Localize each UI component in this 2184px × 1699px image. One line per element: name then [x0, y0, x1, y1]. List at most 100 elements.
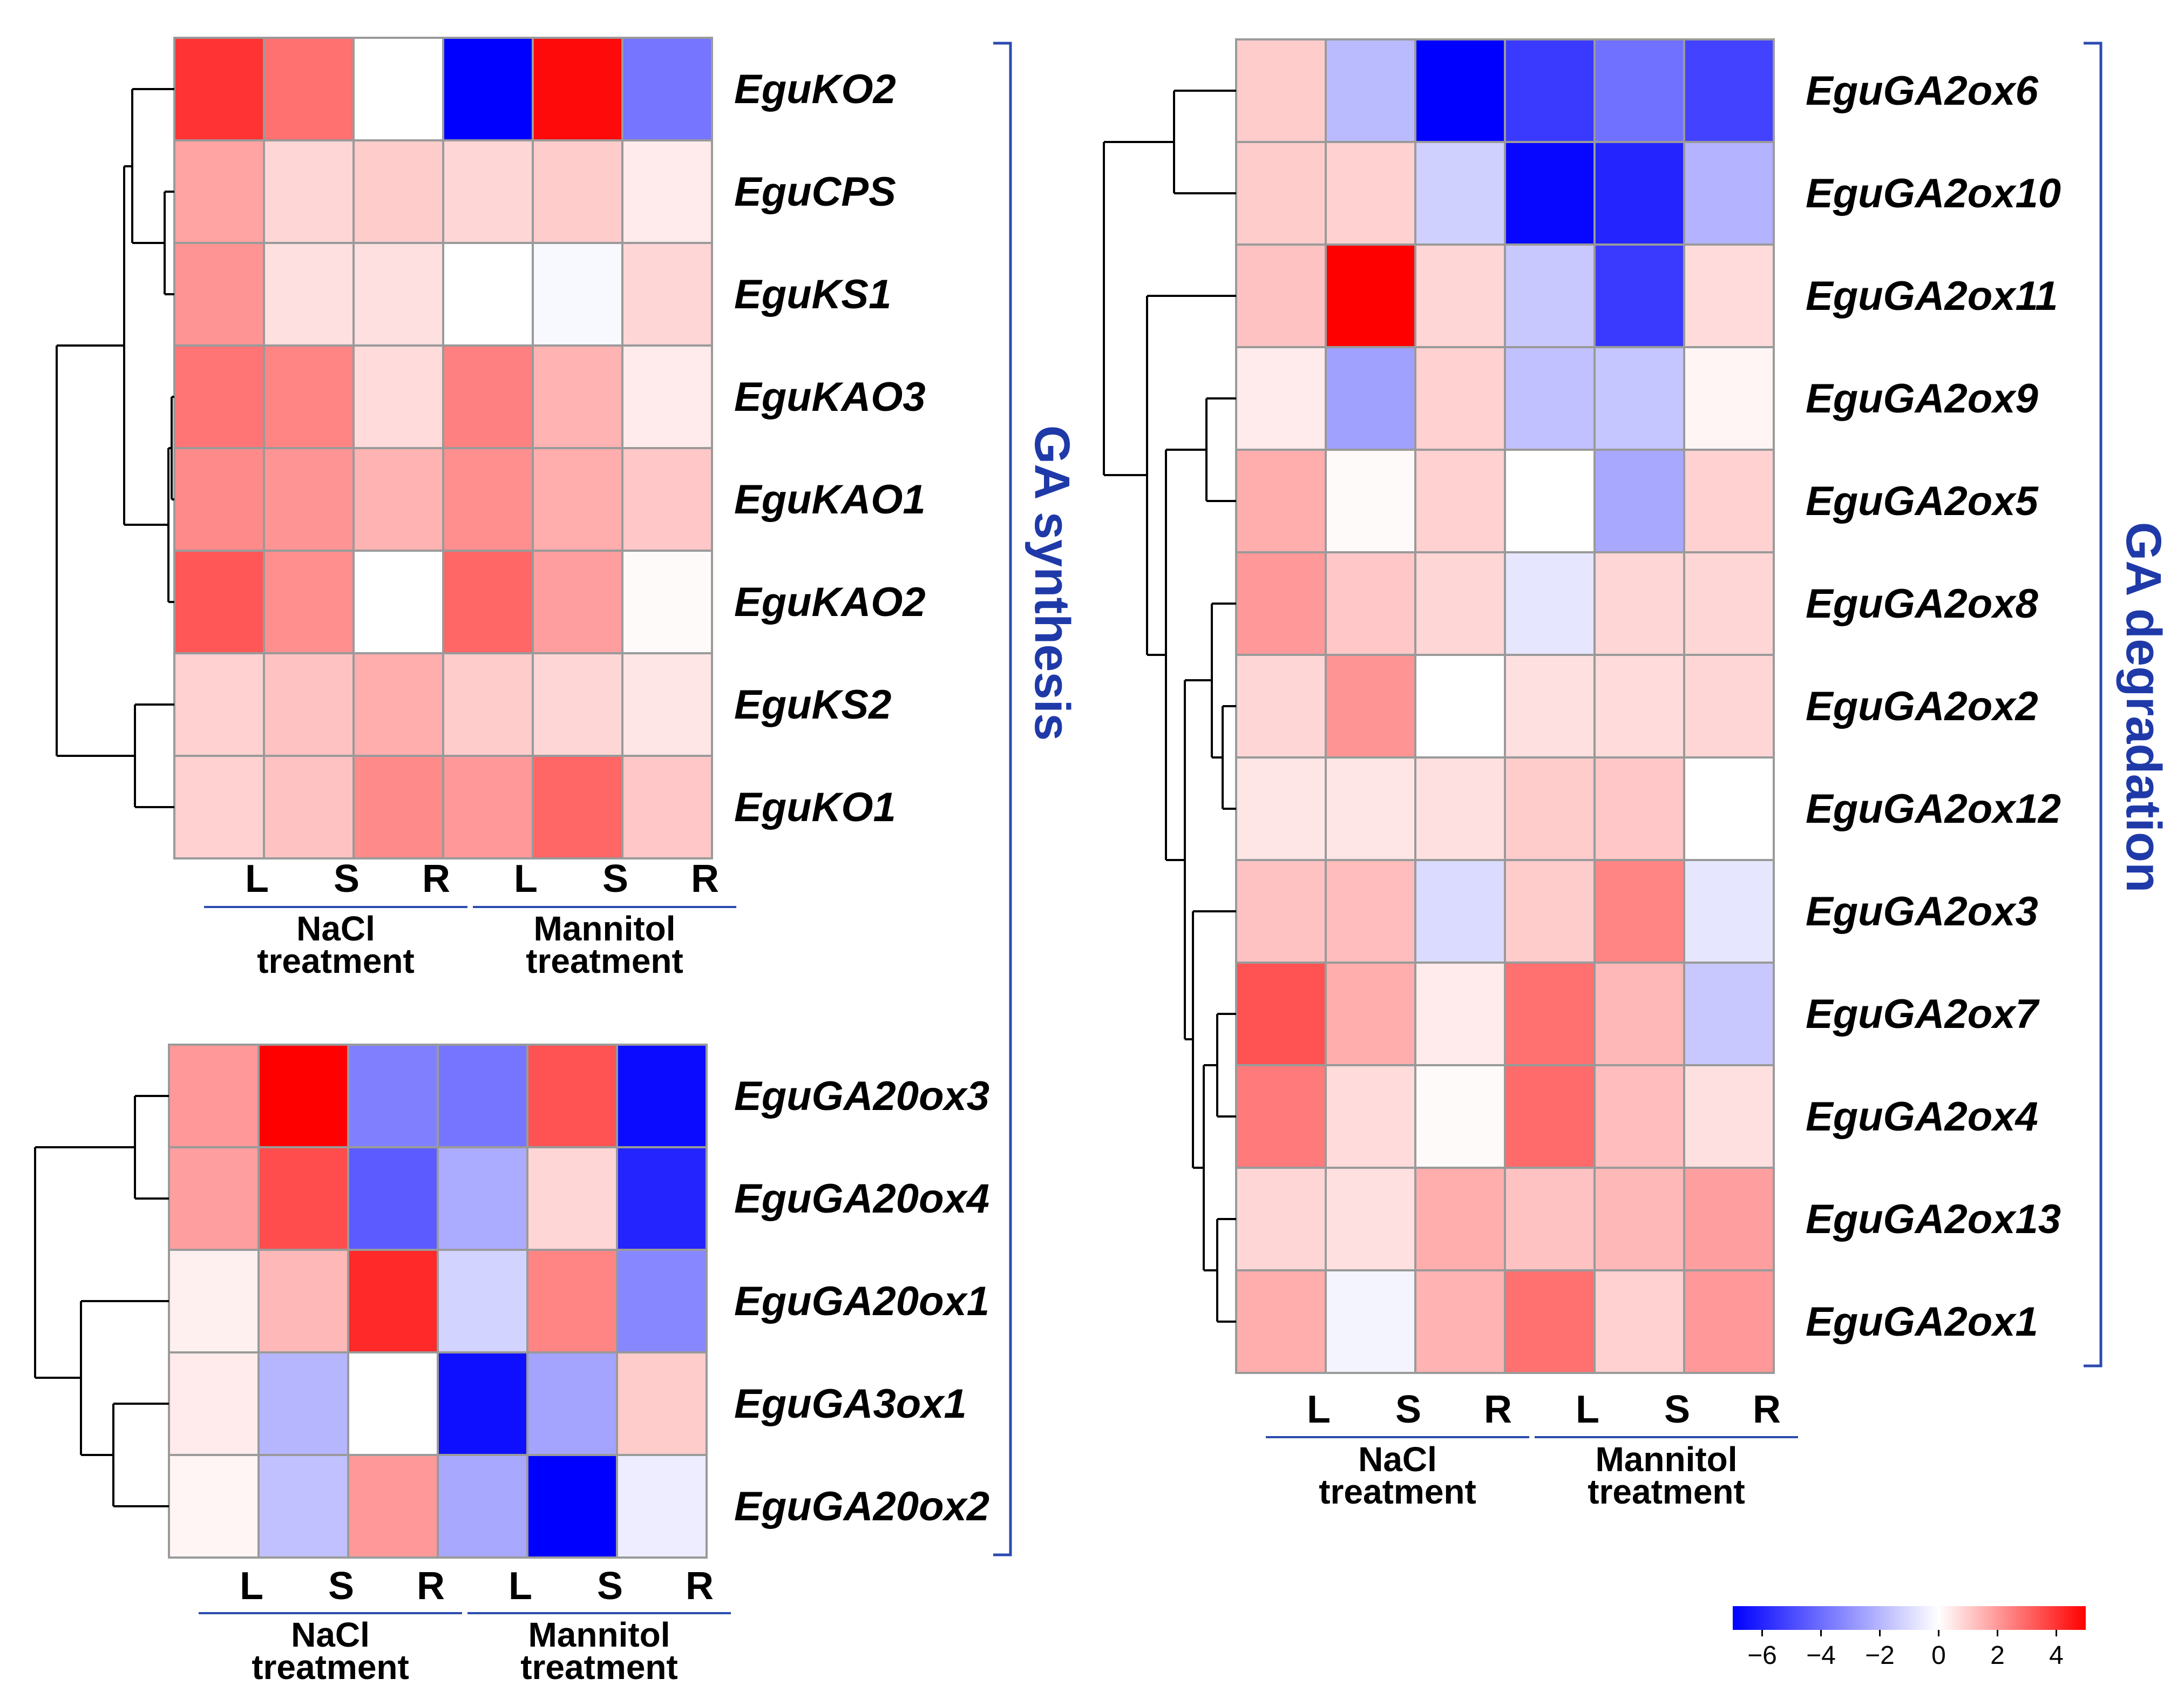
heatmap-cell	[1504, 141, 1596, 246]
column-label: L	[508, 1565, 532, 1608]
group-label: NaCl	[296, 909, 375, 948]
heatmap-cell	[437, 1454, 528, 1559]
heatmap-cell	[1683, 1064, 1775, 1169]
group-label: treatment	[1319, 1472, 1476, 1511]
heatmap-cell	[1504, 346, 1596, 451]
heatmap-cell	[532, 550, 623, 654]
heatmap-cell	[1414, 859, 1506, 964]
row-label: EguGA2ox9	[1806, 376, 2038, 422]
heatmap-cell	[621, 37, 713, 141]
heatmap-cell	[1593, 243, 1685, 348]
heatmap-cell	[442, 652, 534, 757]
heatmap-cell	[616, 1146, 708, 1251]
heatmap-cell	[1683, 38, 1775, 143]
group-label: treatment	[252, 1648, 409, 1687]
heatmap-cell	[1235, 1064, 1327, 1169]
heatmap-cell	[257, 1351, 349, 1456]
row-label: EguGA2ox13	[1806, 1196, 2061, 1242]
column-label: L	[245, 857, 269, 901]
column-label: R	[422, 857, 450, 901]
row-label: EguKAO1	[734, 477, 926, 523]
heatmap-cell	[1325, 756, 1416, 861]
heatmap-cell	[1593, 962, 1685, 1066]
colorbar-tick-label: −6	[1747, 1641, 1777, 1670]
heatmap-cell	[616, 1351, 708, 1456]
heatmap-cell	[352, 652, 444, 757]
heatmap-cell	[173, 242, 265, 347]
heatmap-cell	[173, 755, 265, 859]
heatmap-cell	[532, 652, 623, 757]
heatmap-cell	[442, 242, 534, 347]
heatmap-cell	[442, 37, 534, 141]
heatmap-cell	[263, 652, 355, 757]
heatmap-cell	[1683, 346, 1775, 451]
heatmap-cell	[532, 755, 623, 859]
heatmap-cell	[1593, 1269, 1685, 1374]
heatmap-cell	[532, 344, 623, 449]
column-label: S	[602, 857, 628, 901]
heatmap-cell	[621, 550, 713, 654]
row-label: EguGA2ox3	[1806, 889, 2038, 935]
heatmap-cell	[532, 242, 623, 347]
heatmap-cell	[1593, 859, 1685, 964]
heatmap-cell	[173, 550, 265, 654]
heatmap-cell	[1593, 346, 1685, 451]
row-label: EguCPS	[734, 169, 896, 215]
heatmap-cell	[1504, 1269, 1596, 1374]
heatmap-cell	[442, 550, 534, 654]
column-label: S	[597, 1565, 623, 1608]
heatmap-cell	[168, 1044, 260, 1148]
group-label: Mannitol	[528, 1615, 670, 1654]
dendrogram-synthesis-top	[56, 88, 174, 808]
heatmap-cell	[1683, 654, 1775, 759]
heatmap-cell	[1414, 141, 1506, 246]
heatmap-cell	[1593, 756, 1685, 861]
row-label: EguGA2ox1	[1806, 1299, 2038, 1345]
heatmap-cell	[1683, 859, 1775, 964]
heatmap-cell	[173, 37, 265, 141]
row-label: EguGA20ox2	[734, 1484, 989, 1529]
heatmap-cell	[1683, 243, 1775, 348]
row-label: EguGA20ox4	[734, 1176, 989, 1222]
group-label: NaCl	[291, 1615, 370, 1654]
heatmap-cell	[352, 447, 444, 552]
heatmap-cell	[621, 447, 713, 552]
column-label: R	[417, 1565, 445, 1608]
heatmap-cell	[173, 652, 265, 757]
heatmap-cell	[263, 37, 355, 141]
column-label: R	[1484, 1388, 1512, 1431]
heatmap-cell	[1414, 962, 1506, 1066]
heatmap-cell	[168, 1454, 260, 1559]
dendrogram-degradation	[1103, 90, 1236, 1323]
heatmap-cell	[1593, 654, 1685, 759]
heatmap-cell	[1504, 654, 1596, 759]
heatmap-cell	[1504, 1064, 1596, 1169]
heatmap-cell	[347, 1454, 439, 1559]
heatmap-cell	[347, 1146, 439, 1251]
heatmap-cell	[1593, 1064, 1685, 1169]
heatmap-cell	[1683, 962, 1775, 1066]
bracket-label-ga-degradation: GA degradation	[2116, 522, 2171, 893]
heatmap-cell	[1414, 551, 1506, 656]
heatmap-cell	[352, 344, 444, 449]
heatmap-cell	[1414, 756, 1506, 861]
heatmap-cell	[616, 1044, 708, 1148]
heatmap-cell	[168, 1146, 260, 1251]
heatmap-cell	[532, 447, 623, 552]
row-label: EguGA2ox2	[1806, 683, 2038, 729]
heatmap-cell	[257, 1146, 349, 1251]
colorbar-tick-label: −2	[1865, 1641, 1895, 1670]
heatmap-cell	[1235, 756, 1327, 861]
heatmap-cell	[1504, 38, 1596, 143]
heatmap-cell	[168, 1249, 260, 1353]
heatmap-cell	[1504, 243, 1596, 348]
heatmap-cell	[437, 1351, 528, 1456]
heatmap-cell	[263, 344, 355, 449]
heatmap-cell	[257, 1249, 349, 1353]
heatmap-cell	[1414, 1167, 1506, 1271]
colorbar-tick-label: 4	[2049, 1641, 2064, 1670]
heatmap-cell	[621, 652, 713, 757]
row-label: EguGA20ox1	[734, 1278, 989, 1324]
bracket-ga-synthesis	[993, 42, 1012, 1556]
